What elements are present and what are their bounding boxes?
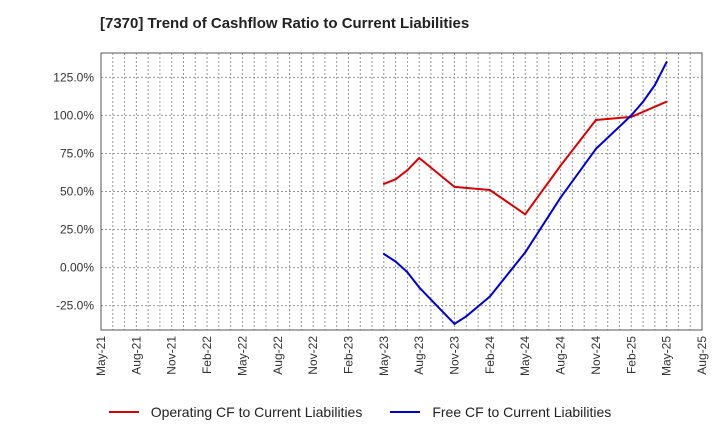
series-lines xyxy=(382,61,668,325)
data-point-operating-cf xyxy=(382,182,385,185)
grid-lines xyxy=(101,53,702,330)
legend-item-operating-cf: Operating CF to Current Liabilities xyxy=(108,404,363,420)
data-point-operating-cf xyxy=(488,188,491,191)
data-point-operating-cf xyxy=(559,164,562,167)
x-tick-label: Feb-25 xyxy=(624,336,638,374)
data-point-free-cf xyxy=(559,196,562,199)
x-tick-label: Aug-22 xyxy=(271,336,285,375)
legend-label-operating-cf: Operating CF to Current Liabilities xyxy=(150,404,363,420)
data-point-operating-cf xyxy=(524,213,527,216)
data-point-operating-cf xyxy=(665,100,668,103)
y-tick-label: 50.0% xyxy=(60,185,94,199)
x-tick-label: May-21 xyxy=(94,336,108,376)
x-tick-label: Nov-22 xyxy=(306,336,320,375)
y-axis: 125.0% 100.0% 75.0% 50.0% 25.0% 0.00% -25.0% xyxy=(53,70,94,312)
x-tick-label: Feb-23 xyxy=(341,336,355,374)
data-point-free-cf xyxy=(653,83,656,86)
plot-frame xyxy=(100,52,703,331)
data-point-free-cf xyxy=(406,271,409,274)
y-tick-label: 75.0% xyxy=(60,146,94,160)
y-tick-label: 125.0% xyxy=(53,70,94,84)
data-point-free-cf xyxy=(488,295,491,298)
data-point-free-cf xyxy=(630,114,633,117)
x-axis: May-21 Aug-21 Nov-21 Feb-22 May-22 Aug-22 Nov-… xyxy=(94,336,709,376)
x-tick-label: May-24 xyxy=(518,336,532,376)
x-tick-label: Feb-24 xyxy=(483,336,497,374)
legend: Operating CF to Current Liabilities Free… xyxy=(0,404,720,420)
x-tick-label: Aug-24 xyxy=(554,336,568,375)
legend-item-free-cf: Free CF to Current Liabilities xyxy=(390,404,611,420)
x-tick-label: Nov-23 xyxy=(448,336,462,375)
y-tick-label: 0.00% xyxy=(60,261,94,275)
data-point-free-cf xyxy=(642,100,645,103)
x-tick-label: May-25 xyxy=(660,336,674,376)
x-tick-label: Nov-21 xyxy=(165,336,179,375)
data-point-free-cf xyxy=(382,252,385,255)
y-tick-label: 100.0% xyxy=(53,108,94,122)
y-tick-label: 25.0% xyxy=(60,223,94,237)
x-tick-label: Aug-23 xyxy=(412,336,426,375)
y-tick-label: -25.0% xyxy=(56,299,94,313)
data-point-operating-cf xyxy=(594,118,597,121)
data-point-free-cf xyxy=(418,286,421,289)
x-tick-label: Aug-25 xyxy=(695,336,709,375)
data-point-free-cf xyxy=(594,147,597,150)
x-tick-label: Aug-21 xyxy=(129,336,143,375)
legend-swatch-operating-cf xyxy=(108,411,139,413)
x-tick-label: Nov-24 xyxy=(589,336,603,375)
legend-label-free-cf: Free CF to Current Liabilities xyxy=(432,404,612,420)
data-point-free-cf xyxy=(465,315,468,318)
x-tick-label: May-23 xyxy=(377,336,391,376)
x-tick-label: May-22 xyxy=(235,336,249,376)
data-point-operating-cf xyxy=(406,169,409,172)
x-tick-label: Feb-22 xyxy=(200,336,214,374)
data-point-free-cf xyxy=(665,61,668,64)
data-point-operating-cf xyxy=(453,185,456,188)
chart-title: [7370] Trend of Cashflow Ratio to Curren… xyxy=(100,15,470,32)
data-point-operating-cf xyxy=(394,178,397,181)
legend-swatch-free-cf xyxy=(390,411,421,413)
data-point-free-cf xyxy=(394,260,397,263)
series-line-free-cf xyxy=(383,61,668,325)
data-point-operating-cf xyxy=(418,157,421,160)
data-point-free-cf xyxy=(453,322,456,325)
data-point-free-cf xyxy=(524,251,527,254)
